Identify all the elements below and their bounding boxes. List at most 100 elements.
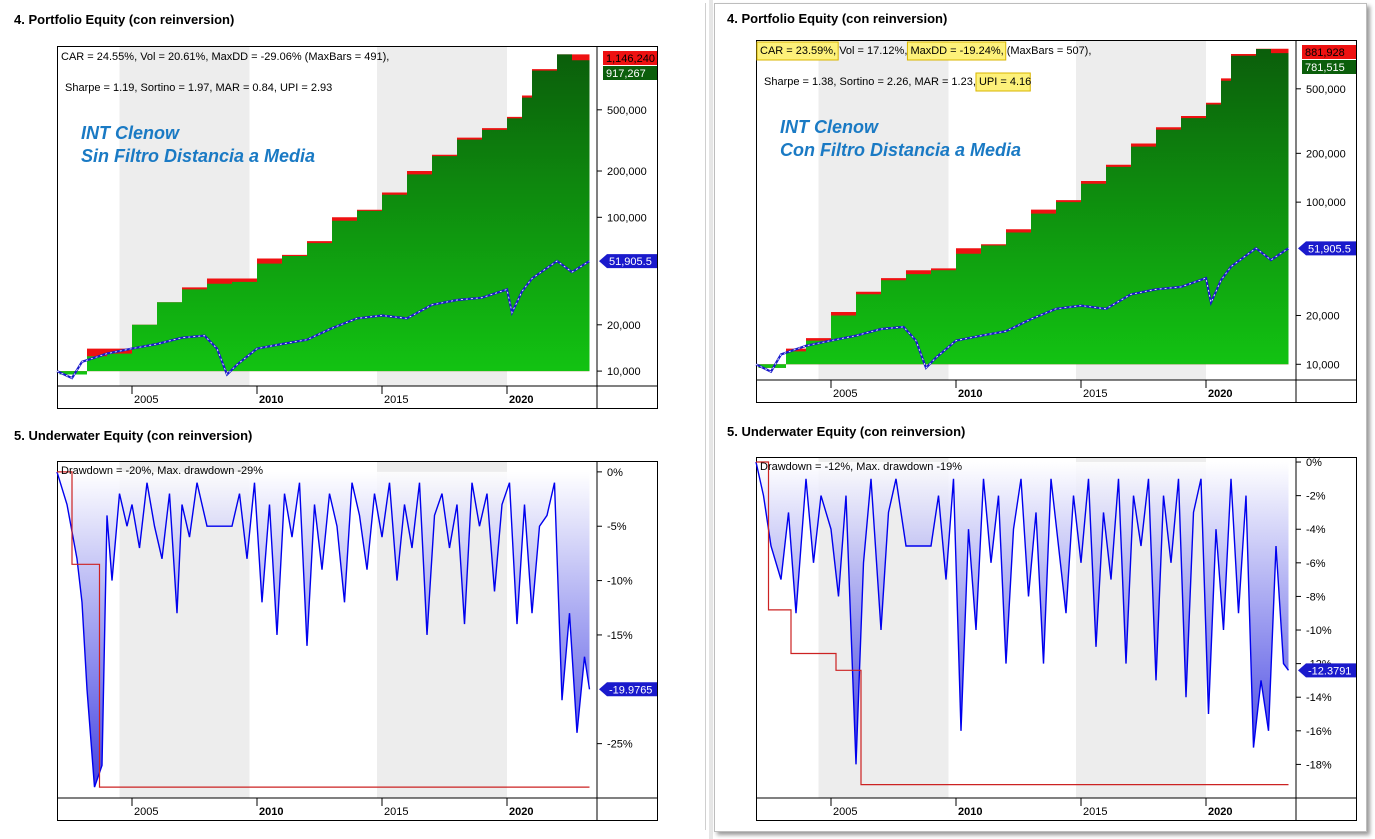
peak-value-label: 881,928 xyxy=(1302,45,1356,59)
drawdown-area xyxy=(57,471,590,788)
y-tick-label: -4% xyxy=(1306,524,1326,536)
stat-upi: UPI = 4.16 xyxy=(979,76,1031,88)
stat-vol: Vol = 20.61%, xyxy=(140,51,211,63)
x-tick-label: 2010 xyxy=(259,806,283,818)
benchmark-line-highlight xyxy=(755,247,1289,373)
stats-line-2: Sharpe = 1.19, Sortino = 1.97, MAR = 0.8… xyxy=(65,82,332,94)
stat-sortino: Sortino = 2.26, xyxy=(840,76,915,88)
overlay-title-line-1: INT Clenow xyxy=(780,117,879,137)
drawdown-value-text: -19.9765 xyxy=(609,684,652,696)
y-tick-label: 20,000 xyxy=(1306,310,1340,322)
y-tick-label: 100,000 xyxy=(1306,197,1346,209)
benchmark-value-label: 51,905.5 xyxy=(599,254,657,269)
x-tick-label: 2020 xyxy=(509,806,533,818)
underwater-section-title: 5. Underwater Equity (con reinversion) xyxy=(727,424,966,439)
stats-line-2: Sharpe = 1.38, Sortino = 2.26, MAR = 1.2… xyxy=(764,76,1031,88)
y-tick-label: 500,000 xyxy=(1306,84,1346,96)
y-tick-label: -18% xyxy=(1306,759,1332,771)
stat-vol: Vol = 17.12%, xyxy=(839,45,910,57)
equity-area xyxy=(59,54,590,375)
y-tick-label: -14% xyxy=(1306,692,1332,704)
y-tick-label: -25% xyxy=(607,739,633,751)
drawdown-value-text: -12.3791 xyxy=(1308,665,1351,677)
equity-value-label: 781,515 xyxy=(1302,60,1356,74)
y-tick-label: 200,000 xyxy=(1306,148,1346,160)
stat-car: CAR = 23.59%, xyxy=(760,45,839,57)
underwater-section-title: 5. Underwater Equity (con reinversion) xyxy=(14,428,253,443)
y-tick-label: 0% xyxy=(1306,457,1322,469)
y-tick-label: -5% xyxy=(607,521,627,533)
chart-border xyxy=(756,40,1357,403)
stats-line-1: CAR = 24.55%, Vol = 20.61%, MaxDD = -29.… xyxy=(61,51,389,63)
x-tick-label: 2010 xyxy=(958,806,982,818)
chart-border xyxy=(57,46,658,409)
drawdown-info: Drawdown = -20%, Max. drawdown -29% xyxy=(61,465,263,477)
panel-left: 4. Portfolio Equity (con reinversion) 20… xyxy=(2,3,706,830)
x-tick-label: 2005 xyxy=(833,388,857,400)
y-tick-label: 20,000 xyxy=(607,320,641,332)
y-tick-label: 500,000 xyxy=(607,105,647,117)
max-drawdown-line xyxy=(756,461,1289,786)
y-tick-label: 0% xyxy=(607,467,623,479)
drawdown-value-label: -12.3791 xyxy=(1298,663,1356,678)
equity-area xyxy=(758,49,1289,368)
drawdown-value-label: -19.9765 xyxy=(599,682,657,697)
x-tick-label: 2005 xyxy=(134,806,158,818)
y-tick-label: -10% xyxy=(607,576,633,588)
benchmark-value-label: 51,905.5 xyxy=(1298,241,1356,256)
x-tick-label: 2020 xyxy=(509,394,533,406)
x-tick-label: 2020 xyxy=(1208,806,1232,818)
underwater-chart: 2005 2010 2015 2020 0% -5% -10% -15% -25% -19.976… xyxy=(56,461,658,821)
y-tick-label: 10,000 xyxy=(607,366,641,378)
stat-sortino: Sortino = 1.97, xyxy=(141,82,216,94)
x-tick-label: 2005 xyxy=(134,394,158,406)
x-tick-label: 2010 xyxy=(259,394,283,406)
drawdown-line xyxy=(755,461,1290,765)
stat-car: CAR = 24.55%, xyxy=(61,51,140,63)
overlay-title-line-2: Con Filtro Distancia a Media xyxy=(780,140,1021,160)
stat-upi: UPI = 2.93 xyxy=(280,82,332,94)
drawdown-line xyxy=(56,471,591,788)
x-tick-label: 2015 xyxy=(384,394,408,406)
peak-value-label: 1,146,240 xyxy=(603,51,657,65)
chart-border xyxy=(57,461,658,821)
equity-section-title: 4. Portfolio Equity (con reinversion) xyxy=(14,12,235,27)
stat-highlight-car xyxy=(756,41,839,61)
y-tick-label: -10% xyxy=(1306,625,1332,637)
drawdown-area xyxy=(756,462,1289,765)
stats-line-1: CAR = 23.59%, Vol = 17.12%, MaxDD = -19.… xyxy=(760,45,1091,57)
x-tick-label: 2015 xyxy=(1083,806,1107,818)
y-tick-label: -8% xyxy=(1306,591,1326,603)
y-tick-label: -16% xyxy=(1306,726,1332,738)
stat-highlight-maxdd xyxy=(906,41,1007,61)
y-tick-label: -15% xyxy=(607,630,633,642)
y-tick-label: 10,000 xyxy=(1306,359,1340,371)
panel-divider xyxy=(709,0,713,839)
x-tick-label: 2015 xyxy=(1083,388,1107,400)
stat-sharpe: Sharpe = 1.19, xyxy=(65,82,141,94)
max-drawdown-line xyxy=(57,471,590,788)
stat-mar: MAR = 1.23, xyxy=(914,76,979,88)
peak-value-label-text: 881,928 xyxy=(1305,47,1345,59)
equity-value-label-text: 781,515 xyxy=(1305,62,1345,74)
x-tick-label: 2015 xyxy=(384,806,408,818)
stat-maxbars: (MaxBars = 491), xyxy=(305,51,390,63)
overlay-title-line-1: INT Clenow xyxy=(81,123,180,143)
stat-maxdd: MaxDD = -29.06% xyxy=(211,51,304,63)
drawdown-info: Drawdown = -12%, Max. drawdown -19% xyxy=(760,461,962,473)
overlay-title-line-2: Sin Filtro Distancia a Media xyxy=(81,146,315,166)
y-tick-label: 100,000 xyxy=(607,212,647,224)
benchmark-value-label-text: 51,905.5 xyxy=(609,256,652,268)
equity-chart: 2005 2010 2015 2020 10,000 20,000 100,000 200,0… xyxy=(755,40,1357,403)
x-tick-label: 2005 xyxy=(833,806,857,818)
panel-right: 4. Portfolio Equity (con reinversion) 20… xyxy=(714,3,1367,832)
stat-maxbars: (MaxBars = 507), xyxy=(1007,45,1092,57)
benchmark-line-highlight xyxy=(56,260,590,379)
x-tick-label: 2020 xyxy=(1208,388,1232,400)
y-tick-label: -2% xyxy=(1306,491,1326,503)
chart-border xyxy=(756,457,1357,821)
equity-chart: 2005 2010 2015 2020 10,000 20,000 100,000 200,0… xyxy=(56,46,658,409)
benchmark-value-label-text: 51,905.5 xyxy=(1308,243,1351,255)
underwater-chart: 20052010201520200%-2%-4%-6%-8%-10%-12%-1… xyxy=(755,457,1357,821)
stat-mar: MAR = 0.84, xyxy=(215,82,280,94)
